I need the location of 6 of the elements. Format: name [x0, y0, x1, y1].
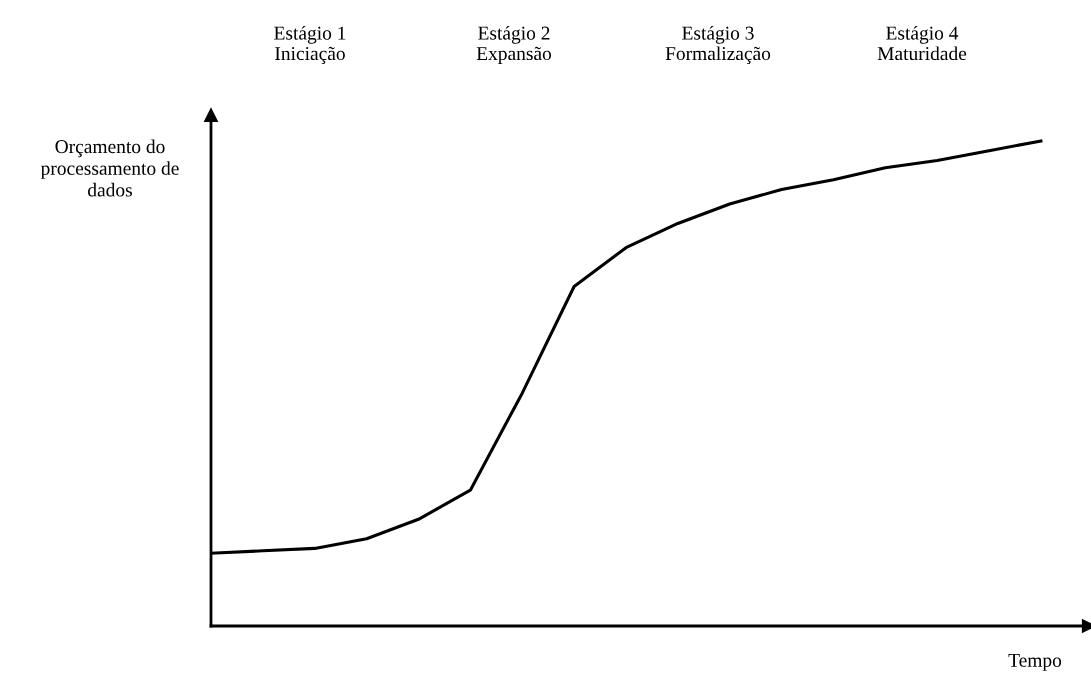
- text: Estágio 2 Expansão: [476, 25, 552, 65]
- text: Estágio 3 Formalização: [665, 25, 771, 65]
- x-axis-title: Tempo: [1008, 653, 1062, 671]
- text: Estágio 4 Maturidade: [877, 25, 967, 61]
- y-axis-title: Orçamento do processamento de dados: [40, 139, 179, 197]
- text: Estágio 1 Iniciação: [274, 25, 346, 65]
